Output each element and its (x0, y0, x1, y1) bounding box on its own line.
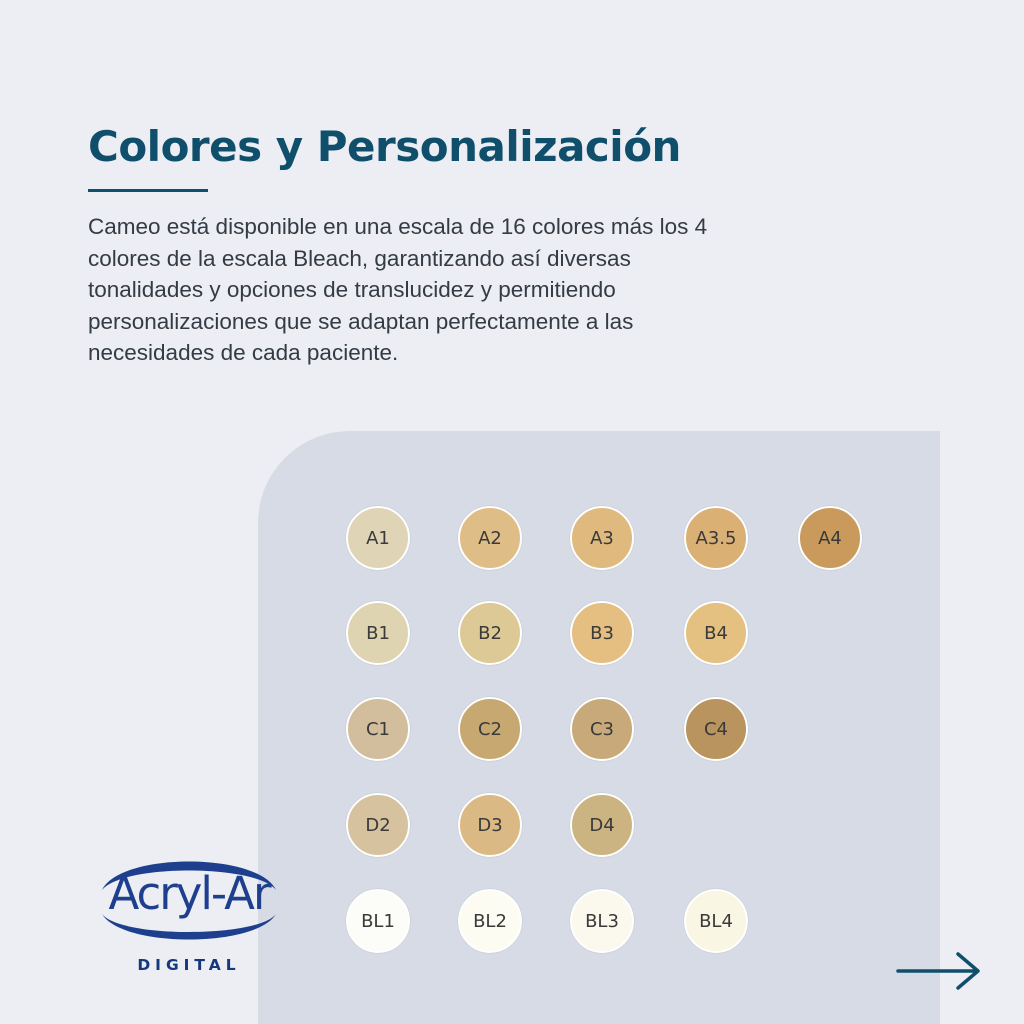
logo-ellipse-icon (102, 861, 276, 940)
shade-swatch-c2: C2 (458, 697, 522, 761)
page-title: Colores y Personalización (88, 122, 681, 171)
acryl-ar-logo: Acryl-Ar DIGITAL (98, 850, 280, 976)
shade-swatch-a4: A4 (798, 506, 862, 570)
shade-swatch-a1: A1 (346, 506, 410, 570)
title-underline (88, 189, 208, 192)
logo-wordmark: Acryl-Ar (108, 867, 272, 920)
shade-swatch-c1: C1 (346, 697, 410, 761)
shade-swatch-b2: B2 (458, 601, 522, 665)
shade-swatch-b3: B3 (570, 601, 634, 665)
shade-swatch-c3: C3 (570, 697, 634, 761)
shade-swatch-bl4: BL4 (684, 889, 748, 953)
logo-subtitle: DIGITAL (137, 956, 241, 974)
shade-swatch-d2: D2 (346, 793, 410, 857)
shade-swatch-c4: C4 (684, 697, 748, 761)
shade-swatch-d3: D3 (458, 793, 522, 857)
page-description: Cameo está disponible en una escala de 1… (88, 214, 708, 365)
shade-swatch-bl2: BL2 (458, 889, 522, 953)
shade-swatch-a3: A3 (570, 506, 634, 570)
arrow-right-icon[interactable] (896, 950, 984, 992)
shade-swatch-a3-5: A3.5 (684, 506, 748, 570)
shade-swatch-b1: B1 (346, 601, 410, 665)
shade-swatch-bl1: BL1 (346, 889, 410, 953)
shade-swatch-bl3: BL3 (570, 889, 634, 953)
shade-swatch-a2: A2 (458, 506, 522, 570)
shade-swatch-d4: D4 (570, 793, 634, 857)
shade-swatch-b4: B4 (684, 601, 748, 665)
